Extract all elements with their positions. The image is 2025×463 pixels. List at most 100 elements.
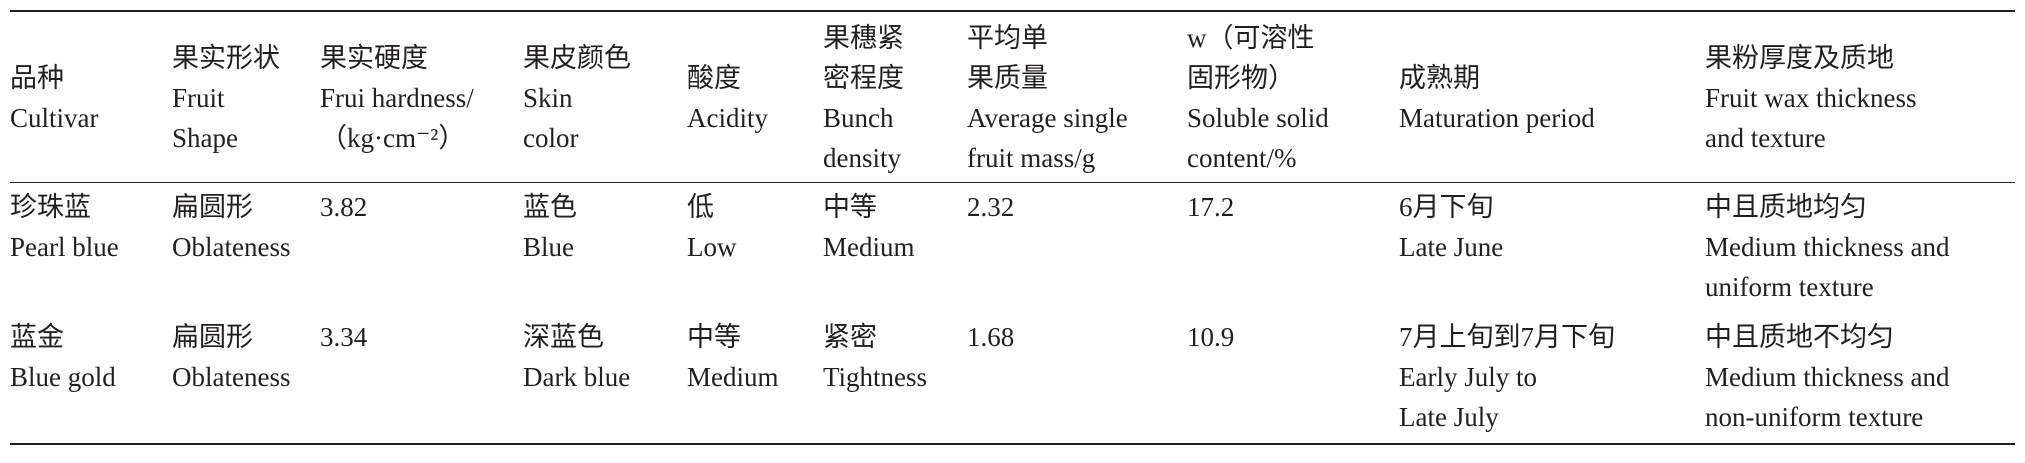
- cell-line: 珍珠蓝: [10, 192, 91, 222]
- cell-line: 果粉厚度及质地: [1705, 43, 1894, 73]
- cell-line: Medium: [687, 362, 779, 392]
- table-cell: 17.2: [1187, 183, 1399, 314]
- table-cell: 蓝金 Blue gold: [10, 313, 172, 444]
- cell-line: Low: [687, 232, 737, 262]
- table-cell: 6月下旬 Late June: [1399, 183, 1705, 314]
- cell-line: 3.82: [320, 192, 368, 222]
- table-cell: 2.32: [967, 183, 1187, 314]
- cell-line: 扁圆形: [172, 192, 253, 222]
- cell-line: 低: [687, 192, 714, 222]
- cell-line: Frui hardness/: [320, 83, 474, 113]
- cell-line: 10.9: [1187, 322, 1235, 352]
- cell-line: 果皮颜色: [523, 43, 631, 73]
- table-cell: 中等 Medium: [687, 313, 823, 444]
- cell-line: Medium thickness and: [1705, 362, 1950, 392]
- cell-line: 中等: [823, 192, 877, 222]
- cell-line: 果实硬度: [320, 43, 428, 73]
- cell-line: 紧密: [823, 322, 877, 352]
- cell-line: 中且质地均匀: [1705, 192, 1867, 222]
- cell-line: content/%: [1187, 143, 1297, 173]
- cell-line: uniform texture: [1705, 272, 1874, 302]
- table-cell: 扁圆形 Oblateness: [172, 313, 320, 444]
- cell-line: Bunch: [823, 103, 894, 133]
- cell-line: Late June: [1399, 232, 1504, 262]
- cell-line: 17.2: [1187, 192, 1235, 222]
- header-cell: 果皮颜色 Skin color: [523, 11, 687, 183]
- cell-line: Oblateness: [172, 232, 291, 262]
- cell-line: 成熟期: [1399, 63, 1480, 93]
- header-cell: w（可溶性固形物） Soluble solid content/%: [1187, 11, 1399, 183]
- table-row: 珍珠蓝 Pearl blue 扁圆形 Oblateness 3.82 蓝色 Blue 低 Low…: [10, 183, 2015, 314]
- table-cell: 中且质地均匀 Medium thickness and uniform textur…: [1705, 183, 2015, 314]
- header-cell: 果粉厚度及质地 Fruit wax thickness and texture: [1705, 11, 2015, 183]
- header-cell: 果穗紧 密程度 Bunch density: [823, 11, 967, 183]
- table-cell: 深蓝色 Dark blue: [523, 313, 687, 444]
- cell-line: 1.68: [967, 322, 1015, 352]
- table-cell: 3.82: [320, 183, 523, 314]
- table-cell: 蓝色 Blue: [523, 183, 687, 314]
- cell-line: Pearl blue: [10, 232, 119, 262]
- cell-line: Late July: [1399, 402, 1499, 432]
- header-cell: 酸度 Acidity: [687, 11, 823, 183]
- header-row: 品种 Cultivar 果实形状 Fruit Shape 果实硬度 Frui hardnes…: [10, 11, 2015, 183]
- cell-line: 品种: [10, 63, 64, 93]
- cell-line: and texture: [1705, 123, 1826, 153]
- table-cell: 1.68: [967, 313, 1187, 444]
- cell-line: Early July to: [1399, 362, 1537, 392]
- cell-line: Medium thickness and: [1705, 232, 1950, 262]
- cell-line: 扁圆形: [172, 322, 253, 352]
- cell-line: Fruit wax thickness: [1705, 83, 1917, 113]
- cell-line: 蓝金: [10, 322, 64, 352]
- cell-line: Blue: [523, 232, 574, 262]
- cell-line: Fruit: [172, 83, 225, 113]
- cell-line: Maturation period: [1399, 103, 1595, 133]
- cell-line: Cultivar: [10, 103, 99, 133]
- cell-line: Average single: [967, 103, 1128, 133]
- table-cell: 7月上旬到7月下旬 Early July to Late July: [1399, 313, 1705, 444]
- table-cell: 中且质地不均匀 Medium thickness and non-uniform t…: [1705, 313, 2015, 444]
- table-cell: 3.34: [320, 313, 523, 444]
- cell-line: 深蓝色: [523, 322, 604, 352]
- cell-line: Acidity: [687, 103, 768, 133]
- table-cell: 10.9: [1187, 313, 1399, 444]
- cell-line: 果穗紧: [823, 23, 904, 53]
- table-header: 品种 Cultivar 果实形状 Fruit Shape 果实硬度 Frui hardnes…: [10, 11, 2015, 183]
- cell-line: 酸度: [687, 63, 741, 93]
- header-cell: 品种 Cultivar: [10, 11, 172, 183]
- table-cell: 低 Low: [687, 183, 823, 314]
- cell-line: 固形物）: [1187, 63, 1295, 93]
- cell-line: Shape: [172, 123, 238, 153]
- cell-line: density: [823, 143, 901, 173]
- cell-line: color: [523, 123, 579, 153]
- cell-line: fruit mass/g: [967, 143, 1096, 173]
- cell-line: Dark blue: [523, 362, 631, 392]
- cell-line: Blue gold: [10, 362, 116, 392]
- header-cell: 成熟期 Maturation period: [1399, 11, 1705, 183]
- cell-line: 7月上旬到7月下旬: [1399, 322, 1615, 352]
- cell-line: 中等: [687, 322, 741, 352]
- cell-line: Oblateness: [172, 362, 291, 392]
- cell-line: Skin: [523, 83, 573, 113]
- cell-line: （kg·cm⁻²）: [320, 123, 466, 153]
- table-cell: 扁圆形 Oblateness: [172, 183, 320, 314]
- cell-line: 果实形状: [172, 43, 280, 73]
- header-cell: 果实硬度 Frui hardness/ （kg·cm⁻²）: [320, 11, 523, 183]
- table-row: 蓝金 Blue gold 扁圆形 Oblateness 3.34 深蓝色 Dark blue…: [10, 313, 2015, 444]
- table-body: 珍珠蓝 Pearl blue 扁圆形 Oblateness 3.82 蓝色 Blue 低 Low…: [10, 183, 2015, 444]
- cell-line: Soluble solid: [1187, 103, 1329, 133]
- cell-line: 平均单: [967, 23, 1048, 53]
- cell-line: Tightness: [823, 362, 928, 392]
- header-cell: 平均单果质量 Average single fruit mass/g: [967, 11, 1187, 183]
- cell-line: 果质量: [967, 63, 1048, 93]
- cell-line: Medium: [823, 232, 915, 262]
- header-cell: 果实形状 Fruit Shape: [172, 11, 320, 183]
- cell-line: 蓝色: [523, 192, 577, 222]
- cell-line: non-uniform texture: [1705, 402, 1924, 432]
- table-cell: 紧密 Tightness: [823, 313, 967, 444]
- cell-line: 2.32: [967, 192, 1015, 222]
- cell-line: 中且质地不均匀: [1705, 322, 1894, 352]
- table-cell: 珍珠蓝 Pearl blue: [10, 183, 172, 314]
- data-table: 品种 Cultivar 果实形状 Fruit Shape 果实硬度 Frui hardnes…: [10, 10, 2015, 445]
- cell-line: w（可溶性: [1187, 23, 1315, 53]
